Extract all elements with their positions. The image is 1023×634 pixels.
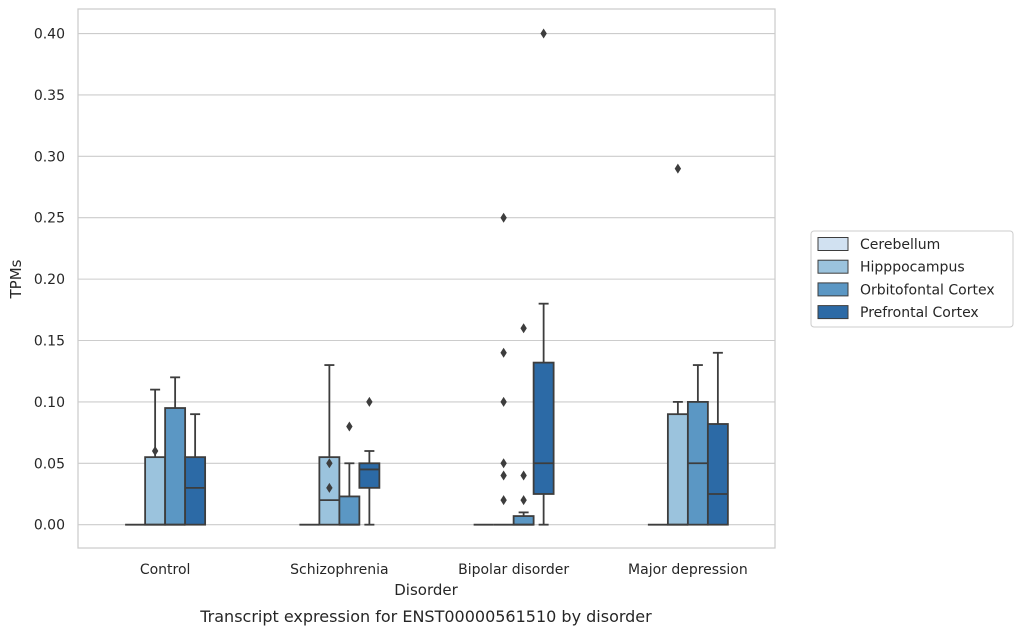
x-tick-label: Major depression	[628, 562, 748, 578]
box-group	[512, 323, 535, 526]
box-group	[318, 364, 341, 526]
outlier-point	[674, 163, 682, 174]
box-group	[686, 364, 709, 526]
box-group	[184, 413, 207, 526]
y-tick-labels: 0.00 0.05 0.10 0.15 0.20 0.25 0.30 0.35 0.40	[34, 27, 65, 534]
boxes	[125, 28, 729, 526]
legend-swatch	[817, 237, 849, 251]
outlier-point	[500, 495, 507, 506]
y-tick-label: 0.35	[34, 88, 65, 104]
plot-frame	[77, 8, 776, 549]
outlier-point	[520, 495, 527, 506]
y-tick-label: 0.25	[34, 211, 65, 227]
outlier-point	[326, 458, 333, 469]
y-tick-label: 0.40	[34, 27, 65, 43]
box-group	[358, 396, 381, 526]
box-group	[666, 163, 689, 526]
chart-caption: Transcript expression for ENST0000056151…	[199, 607, 652, 626]
x-tick-label: Bipolar disorder	[458, 562, 569, 578]
outlier-point	[520, 470, 527, 481]
box-group	[338, 421, 361, 526]
y-tick-label: 0.30	[34, 149, 65, 165]
legend-swatch	[817, 259, 849, 274]
outlier-point	[540, 28, 547, 39]
legend-label: Prefrontal Cortex	[860, 305, 979, 321]
legend-label: Orbitofontal Cortex	[860, 282, 995, 298]
box-group	[144, 388, 167, 526]
x-tick-label: Schizophrenia	[290, 562, 388, 578]
box-body	[164, 407, 187, 526]
box-group	[164, 376, 187, 526]
y-tick-label: 0.10	[34, 395, 65, 411]
box-body	[706, 423, 729, 526]
box-body	[144, 456, 167, 526]
box-body	[184, 456, 207, 526]
outlier-point	[520, 323, 527, 334]
box-body	[666, 413, 689, 526]
x-axis-title: Disorder	[394, 581, 458, 599]
box-group	[706, 351, 729, 526]
legend-label: Cerebellum	[860, 237, 940, 253]
outlier-point	[151, 446, 159, 457]
outlier-point	[366, 396, 373, 407]
box-group	[532, 28, 555, 526]
outlier-point	[326, 482, 333, 493]
box-body	[532, 361, 555, 495]
x-tick-label: Control	[140, 562, 191, 578]
legend: Cerebellum Hipppocampus Orbitofontal Corte…	[810, 230, 1014, 328]
box-body	[338, 495, 361, 526]
outlier-point	[500, 470, 507, 481]
y-axis-title: TPMs	[7, 259, 25, 299]
outlier-point	[500, 396, 507, 407]
y-tick-label: 0.15	[34, 334, 65, 350]
outlier-point	[346, 421, 353, 432]
box-group	[493, 212, 514, 526]
y-tick-label: 0.20	[34, 272, 65, 288]
box-body	[358, 462, 381, 489]
y-tick-label: 0.00	[34, 518, 65, 534]
outlier-point	[500, 347, 507, 358]
box-body	[512, 515, 535, 526]
outlier-point	[500, 458, 507, 469]
legend-swatch	[817, 305, 849, 320]
legend-swatch	[817, 282, 849, 297]
legend-frame	[810, 230, 1014, 328]
legend-label: Hipppocampus	[860, 260, 965, 276]
outlier-point	[500, 212, 507, 223]
y-tick-label: 0.05	[34, 456, 65, 472]
x-tick-labels: Control Schizophrenia Bipolar disorder Majo…	[140, 562, 748, 578]
